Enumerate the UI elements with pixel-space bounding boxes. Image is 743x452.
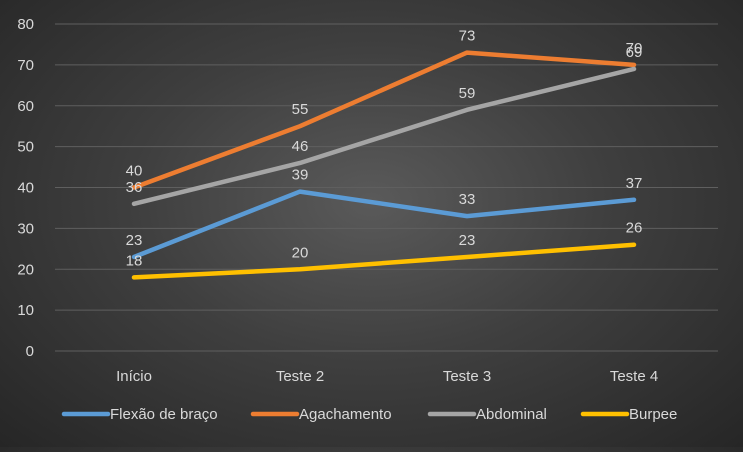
data-label: 23 [126, 232, 143, 249]
data-label: 18 [126, 252, 143, 269]
data-label: 70 [626, 40, 643, 57]
data-label: 73 [459, 28, 476, 45]
y-tick-label: 70 [17, 57, 34, 74]
x-tick-label: Teste 2 [276, 368, 324, 385]
y-tick-label: 30 [17, 220, 34, 237]
gridlines [55, 23, 718, 352]
x-axis-ticks: Início Teste 2 Teste 3 Teste 4 [116, 368, 658, 385]
x-tick-label: Início [116, 368, 152, 385]
legend-label: Abdominal [476, 406, 547, 423]
series-lines [131, 50, 637, 280]
series-line [131, 66, 637, 207]
data-label: 33 [459, 191, 476, 208]
y-tick-label: 20 [17, 261, 34, 278]
data-label: 23 [459, 232, 476, 249]
legend-label: Agachamento [299, 406, 392, 423]
legend-label: Burpee [629, 406, 677, 423]
series-line [131, 189, 637, 260]
y-axis-ticks: 0 10 20 30 40 50 60 70 80 [17, 16, 34, 360]
data-label: 46 [292, 138, 309, 155]
y-tick-label: 80 [17, 16, 34, 33]
data-label: 36 [126, 179, 143, 196]
x-tick-label: Teste 3 [443, 368, 491, 385]
data-label: 55 [292, 101, 309, 118]
data-label: 39 [292, 167, 309, 184]
y-tick-label: 10 [17, 302, 34, 319]
legend: Flexão de braço Agachamento Abdominal Burpe… [61, 406, 677, 423]
y-tick-label: 40 [17, 180, 34, 197]
data-label: 37 [626, 175, 643, 192]
data-label: 69 [626, 44, 643, 61]
series-line [131, 50, 637, 190]
data-label: 40 [126, 163, 143, 180]
data-labels: 23 39 33 37 40 55 73 70 36 46 59 69 18 20 23 26 [126, 28, 643, 270]
y-tick-label: 0 [26, 343, 34, 360]
y-tick-label: 60 [17, 98, 34, 115]
y-tick-label: 50 [17, 139, 34, 156]
series-line [131, 242, 637, 280]
data-label: 26 [626, 220, 643, 237]
data-label: 20 [292, 244, 309, 261]
data-label: 59 [459, 85, 476, 102]
legend-label: Flexão de braço [110, 406, 218, 423]
x-tick-label: Teste 4 [610, 368, 658, 385]
